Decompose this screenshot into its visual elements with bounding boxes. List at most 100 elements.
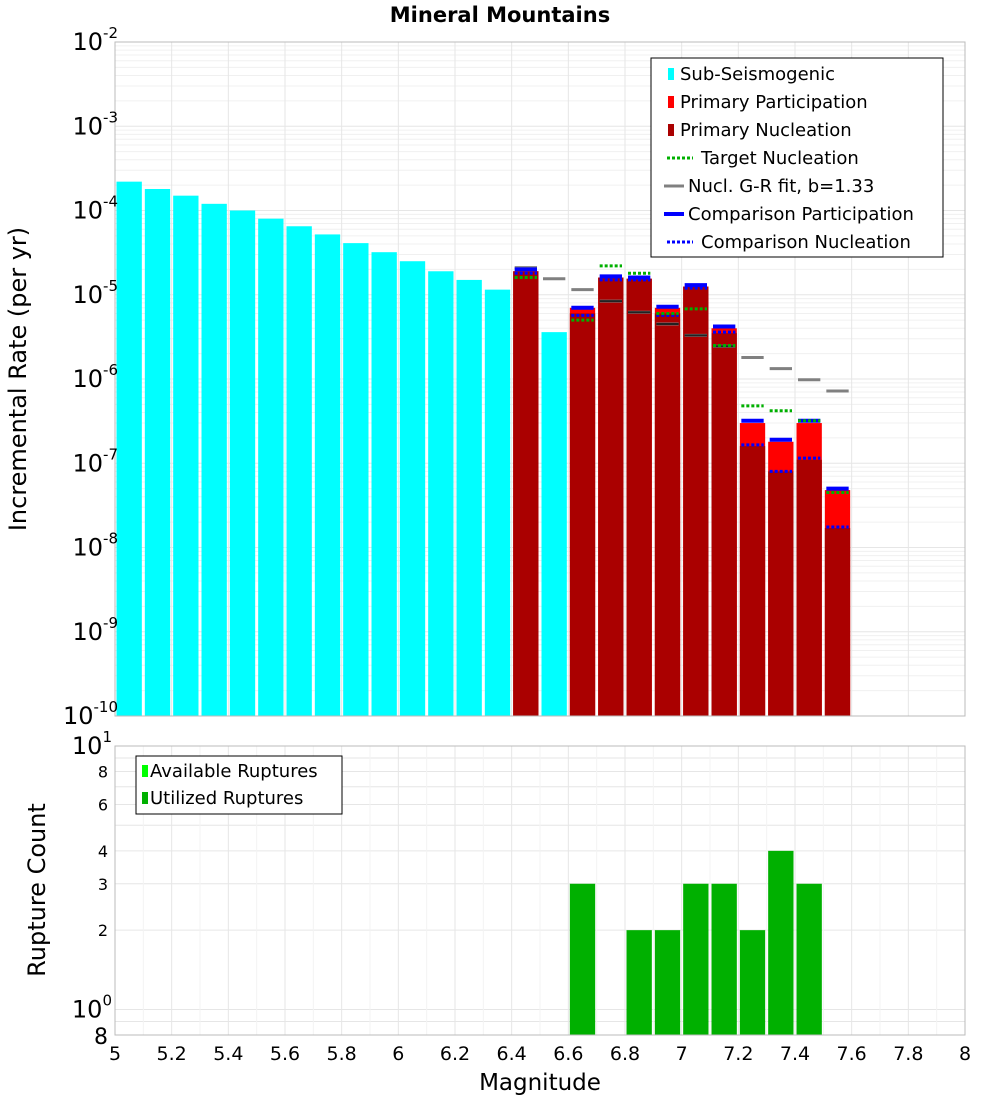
sub-seismogenic-bar [456,279,482,716]
utilized-ruptures-bar [569,883,596,1035]
x-tick-label: 7.4 [780,1043,810,1065]
x-tick-label: 7.8 [893,1043,923,1065]
x-tick-label: 6.8 [610,1043,640,1065]
top-y-tick-label: 10-6 [72,361,118,393]
top-y-tick-label: 10-8 [72,530,118,562]
primary-nucleation-bar [739,446,766,716]
primary-nucleation-bar [569,313,596,716]
x-tick-label: 5.6 [270,1043,300,1065]
top-y-tick-labels: 10-210-310-410-510-610-710-810-910-10 [63,24,118,730]
sub-seismogenic-bar [484,289,511,716]
legend-label: Sub-Seismogenic [680,64,835,85]
top-y-tick-label: 10-9 [72,614,118,646]
x-tick-label: 5 [109,1043,121,1065]
legend-swatch [142,792,148,804]
primary-nucleation-bar [824,528,851,716]
x-tick-label: 5.8 [327,1043,357,1065]
tick-base: 10 [72,365,103,393]
sub-seismogenic-bar [428,271,454,716]
tick-exponent: 1 [102,728,112,746]
sub-seismogenic-bar [541,332,567,716]
x-axis-label: Magnitude [479,1070,601,1096]
sub-seismogenic-bar [229,210,256,716]
tick-base: 10 [72,112,103,140]
legend-label: Primary Nucleation [680,120,852,141]
tick-exponent: -7 [103,445,118,463]
x-tick-label: 6.4 [497,1043,527,1065]
x-tick-label: 6 [392,1043,404,1065]
x-tick-label: 7.2 [723,1043,753,1065]
legend-label: Available Ruptures [150,761,318,782]
tick-exponent: -4 [103,193,118,211]
legend-label: Nucl. G-R fit, b=1.33 [688,176,874,197]
legend-label: Target Nucleation [700,148,859,169]
x-tick-label: 7.6 [837,1043,867,1065]
bottom-y-tick-label: 100 [72,991,112,1023]
utilized-ruptures-bar [654,930,681,1035]
utilized-ruptures-bar [683,883,709,1035]
x-tick-label: 8 [959,1043,971,1065]
bottom-y-minor-tick-label: 3 [98,875,108,894]
bottom-y-minor-tick-label: 2 [98,921,108,940]
legend-label: Primary Participation [680,92,868,113]
bottom-y-tick-label: 101 [72,728,112,760]
primary-nucleation-bar [796,459,822,716]
bottom-y-minor-tick-label: 8 [94,1025,108,1050]
primary-nucleation-bar [654,313,681,716]
bottom-y-minor-tick-label: 8 [98,763,108,782]
tick-base: 10 [72,281,103,309]
tick-base: 10 [72,995,103,1023]
tick-base: 10 [72,534,103,562]
sub-seismogenic-bar [399,261,426,716]
tick-base: 10 [72,618,103,646]
primary-nucleation-bar [598,277,624,716]
primary-nucleation-bar [513,271,539,716]
sub-seismogenic-bar [286,226,312,716]
tick-base: 10 [72,449,103,477]
utilized-ruptures-bar [796,883,822,1035]
top-legend-box [650,57,944,258]
tick-base: 10 [72,28,103,56]
tick-exponent: -10 [94,698,119,716]
bottom-y-minor-tick-label: 6 [98,795,108,814]
bottom-legend-box [135,755,343,815]
utilized-ruptures-bar [626,930,652,1035]
tick-base: 10 [63,702,94,730]
top-plot-markers [514,264,849,529]
primary-nucleation-bar [626,278,652,716]
tick-exponent: -3 [103,108,118,126]
primary-nucleation-bar [711,333,737,716]
x-tick-label: 5.4 [213,1043,243,1065]
legend-swatch [142,765,148,777]
x-tick-label: 6.6 [553,1043,583,1065]
legend-swatch [668,96,674,108]
bottom-legend-items: Available Ruptures Utilized Ruptures [142,761,318,809]
bottom-y-minor-tick-label: 4 [98,842,108,861]
tick-exponent: -6 [103,361,118,379]
tick-exponent: -9 [103,614,118,632]
legend-swatch [668,124,674,136]
sub-seismogenic-bar [371,252,397,717]
legend-label: Comparison Participation [688,204,914,225]
sub-seismogenic-bar [116,181,142,717]
legend-label: Comparison Nucleation [701,232,911,253]
top-legend-items: Sub-Seismogenic Primary Participation Prim… [664,64,914,253]
top-plot-grid [114,41,966,717]
sub-seismogenic-bar [144,188,171,716]
tick-exponent: 0 [102,991,112,1009]
top-plot-bars [116,181,851,717]
utilized-ruptures-bar [711,883,737,1035]
chart-title: Mineral Mountains [390,3,610,27]
utilized-ruptures-bar [768,850,794,1035]
legend-label: Utilized Ruptures [150,788,303,809]
bottom-y-axis-label: Rupture Count [23,803,51,977]
tick-base: 10 [72,197,103,225]
top-y-tick-label: 10-5 [72,277,118,309]
tick-exponent: -8 [103,530,118,548]
top-y-tick-label: 10-10 [63,698,118,730]
primary-nucleation-bar [683,286,709,716]
x-tick-labels: 5 5.2 5.4 5.6 5.8 6 6.2 6.4 6.6 6.8 7 7.2 7.4 7.6 7.8 8 [109,1043,971,1065]
